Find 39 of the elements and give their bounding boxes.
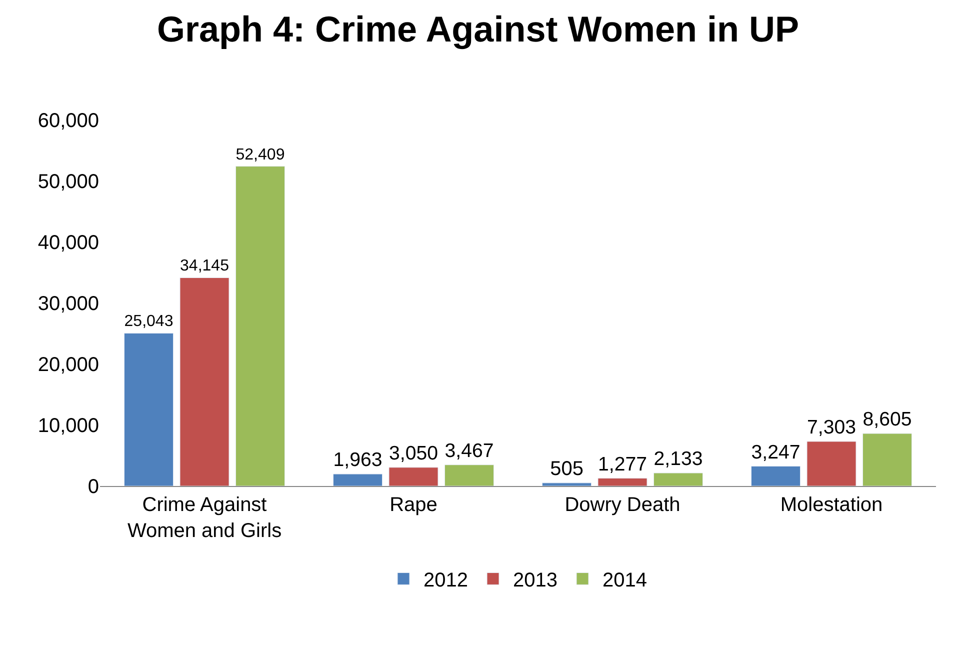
x-tick-label: Rape	[390, 494, 438, 516]
data-label: 3,247	[751, 441, 800, 464]
y-tick-label: 30,000	[38, 293, 99, 315]
bar	[750, 466, 801, 486]
x-tick-label: Crime Against Women and Girls	[127, 494, 282, 542]
data-label: 34,145	[180, 256, 230, 275]
bar	[124, 332, 174, 486]
data-label: 1,963	[333, 449, 382, 472]
y-tick-label: 40,000	[38, 232, 99, 254]
data-label: 52,409	[236, 145, 285, 164]
data-label: 25,043	[124, 312, 174, 330]
bar	[235, 166, 286, 486]
bar	[598, 478, 648, 486]
data-label: 505	[550, 458, 584, 480]
data-label: 7,303	[807, 416, 856, 439]
data-label: 3,467	[444, 440, 494, 462]
legend-label: 2012	[424, 570, 468, 592]
bar	[806, 441, 856, 486]
y-tick-label: 20,000	[38, 354, 99, 376]
y-tick-label: 0	[88, 476, 99, 498]
data-label: 8,605	[862, 408, 912, 431]
y-tick-label: 10,000	[38, 415, 99, 437]
bar	[444, 464, 494, 486]
x-tick-label: Dowry Death	[564, 494, 680, 516]
bar	[862, 433, 912, 486]
y-tick-label: 60,000	[38, 110, 99, 132]
y-tick-label: 50,000	[38, 171, 99, 193]
data-label: 2,133	[654, 448, 703, 470]
chart-title: Graph 4: Crime Against Women in UP	[156, 8, 800, 50]
bar	[653, 472, 704, 486]
bar	[388, 467, 438, 486]
bar	[180, 277, 230, 486]
legend-label: 2013	[513, 570, 558, 592]
data-label: 3,050	[389, 442, 438, 464]
x-tick-label: Molestation	[780, 494, 883, 516]
bar	[332, 474, 383, 486]
bar	[542, 482, 592, 486]
legend-label: 2014	[602, 570, 647, 592]
data-label: 1,277	[598, 453, 647, 476]
